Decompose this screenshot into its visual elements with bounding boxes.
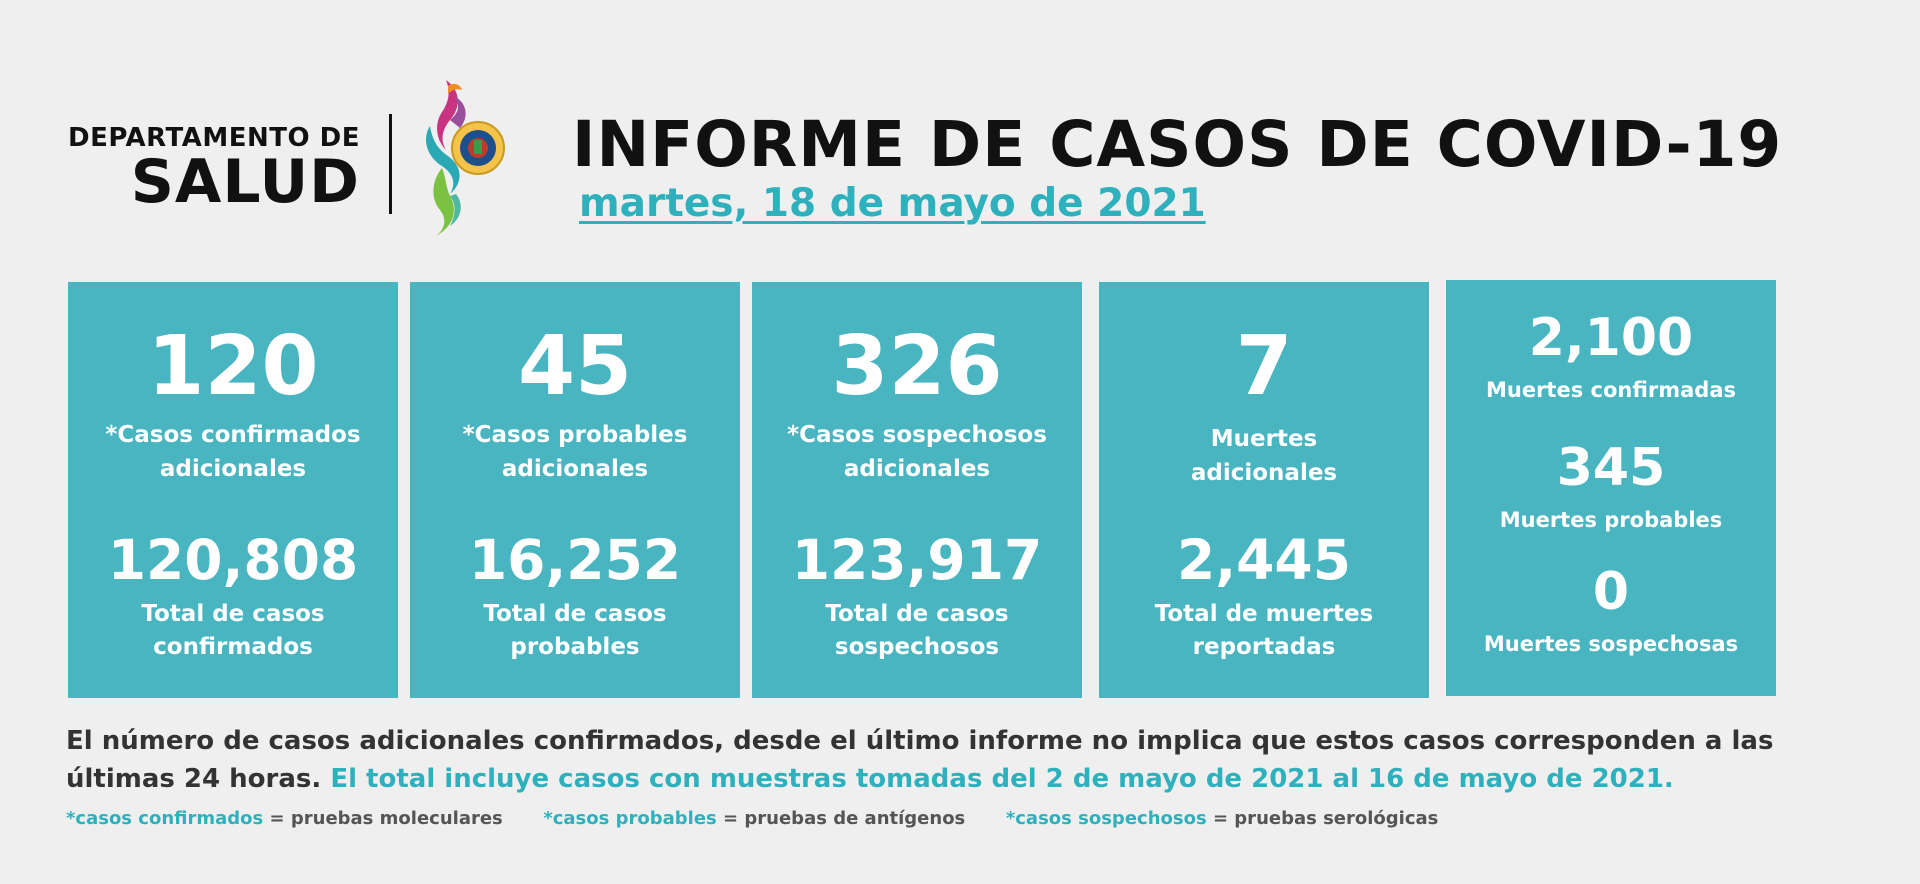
additional-label-line2: adicionales: [1190, 460, 1338, 486]
additional-label: Muertes adicionales: [1099, 422, 1429, 490]
total-label: Total de casos probables: [410, 598, 740, 664]
suspected-deaths-label: Muertes sospechosas: [1483, 632, 1739, 656]
footnote-highlight: El total incluye casos con muestras toma…: [330, 764, 1674, 794]
additional-label-line2: adicionales: [843, 456, 991, 482]
total-label: Total de casos sospechosos: [752, 598, 1082, 664]
report-date: martes, 18 de mayo de 2021: [579, 181, 1206, 226]
additional-label-line1: *Casos confirmados: [105, 422, 361, 448]
legend-def-probable: = pruebas de antígenos: [723, 808, 966, 829]
footnote-text: El número de casos adicionales confirmad…: [66, 726, 1774, 794]
probable-deaths-label: Muertes probables: [1499, 508, 1723, 532]
legend-term-suspected: *casos sospechosos: [1005, 808, 1207, 829]
additional-number: 7: [1235, 319, 1293, 414]
legend-term-confirmed: *casos confirmados: [66, 808, 264, 829]
salud-label: SALUD: [130, 147, 360, 217]
total-label-line1: Total de casos: [825, 601, 1009, 627]
probable-deaths-number: 345: [1556, 438, 1666, 498]
additional-label-line2: adicionales: [159, 456, 307, 482]
additional-label-line1: *Casos probables: [462, 422, 688, 448]
footnote: El número de casos adicionales confirmad…: [66, 722, 1786, 798]
total-number: 2,445: [1177, 528, 1351, 592]
legend-def-suspected: = pruebas serológicas: [1212, 808, 1439, 829]
additional-number: 45: [517, 319, 633, 414]
total-label-line2: probables: [510, 634, 640, 660]
department-label: DEPARTAMENTO DE: [68, 123, 360, 153]
additional-label-line2: adicionales: [501, 456, 649, 482]
total-number: 16,252: [468, 528, 682, 592]
department-logo-text: DEPARTAMENTO DE SALUD: [68, 123, 360, 217]
additional-number: 120: [147, 319, 319, 414]
legend: *casos confirmados = pruebas moleculares…: [66, 808, 1438, 829]
deaths-breakdown-card: 2,100 Muertes confirmadas 345 Muertes pr…: [1446, 280, 1776, 696]
total-label-line1: Total de casos: [141, 601, 325, 627]
deaths-card: 7 Muertes adicionales 2,445 Total de mue…: [1099, 282, 1429, 698]
additional-label-line1: *Casos sospechosos: [787, 422, 1047, 448]
legend-term-probable: *casos probables: [543, 808, 717, 829]
confirmed-deaths-number: 2,100: [1528, 308, 1694, 368]
total-number: 120,808: [107, 528, 359, 592]
suspected-cases-card: 326 *Casos sospechosos adicionales 123,9…: [752, 282, 1082, 698]
total-label-line2: confirmados: [153, 634, 313, 660]
probable-cases-card: 45 *Casos probables adicionales 16,252 T…: [410, 282, 740, 698]
additional-label: *Casos probables adicionales: [410, 418, 740, 486]
total-label: Total de casos confirmados: [68, 598, 398, 664]
total-label-line2: reportadas: [1192, 634, 1336, 660]
total-label-line1: Total de casos: [483, 601, 667, 627]
page-title: INFORME DE CASOS DE COVID-19: [572, 108, 1783, 181]
confirmed-deaths-label: Muertes confirmadas: [1485, 378, 1737, 402]
total-number: 123,917: [791, 528, 1043, 592]
total-label-line1: Total de muertes: [1154, 601, 1374, 627]
additional-label: *Casos sospechosos adicionales: [752, 418, 1082, 486]
total-label-line2: sospechosos: [834, 634, 1000, 660]
additional-label-line1: Muertes: [1210, 426, 1318, 452]
puerto-rico-seal-logo-icon: [426, 80, 505, 236]
additional-number: 326: [831, 319, 1003, 414]
header-divider: [389, 114, 392, 214]
additional-label: *Casos confirmados adicionales: [68, 418, 398, 486]
total-label: Total de muertes reportadas: [1099, 598, 1429, 664]
legend-def-confirmed: = pruebas moleculares: [269, 808, 503, 829]
confirmed-cases-card: 120 *Casos confirmados adicionales 120,8…: [68, 282, 398, 698]
suspected-deaths-number: 0: [1592, 562, 1630, 622]
